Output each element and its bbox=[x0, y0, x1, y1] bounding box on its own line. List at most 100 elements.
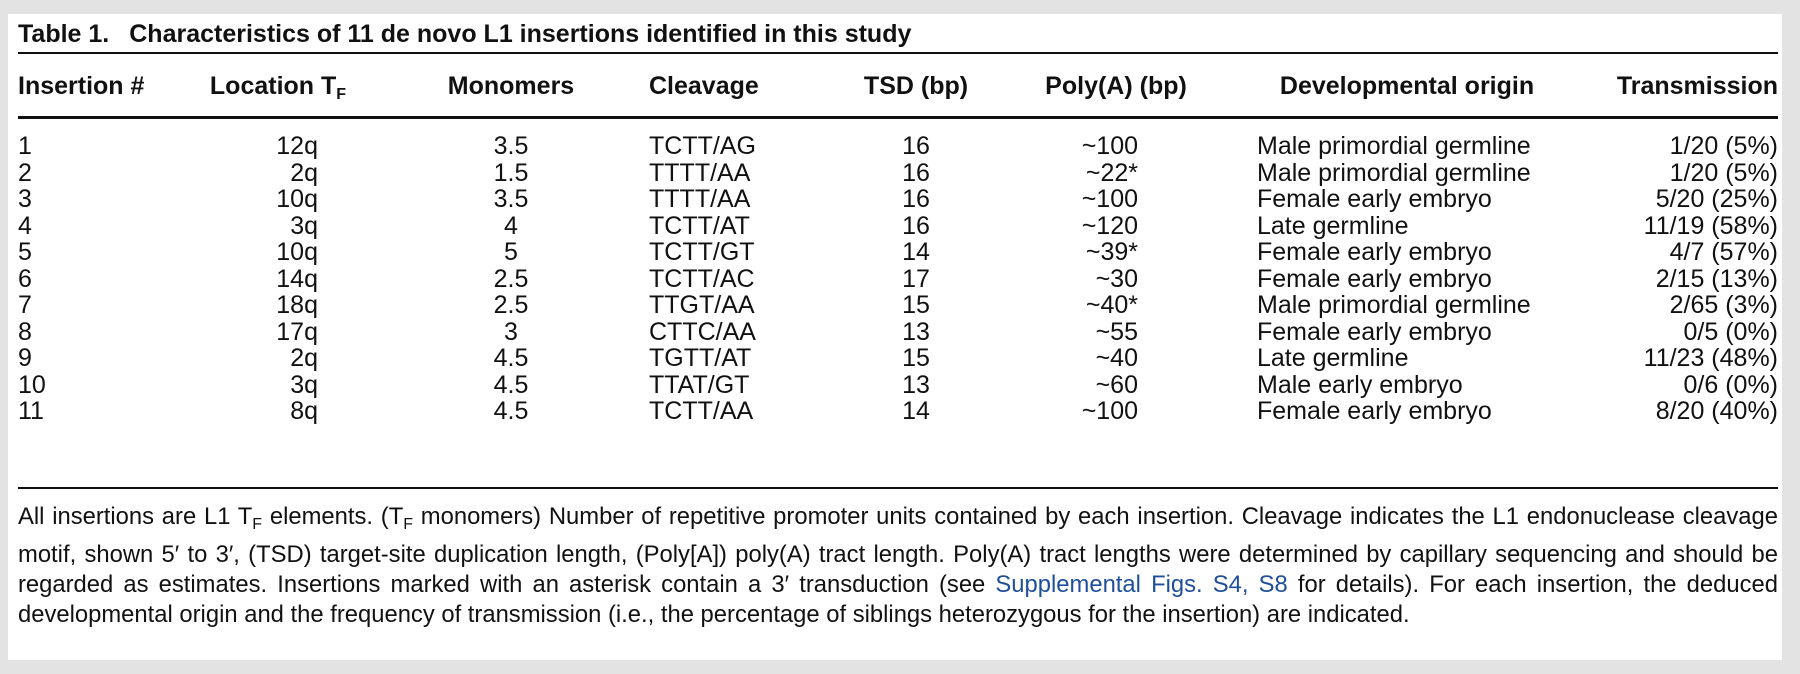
cell-location: 8q bbox=[290, 397, 318, 425]
cell-transmission: 11/19 (58%) bbox=[1643, 211, 1778, 240]
cell-tsd: 16 bbox=[902, 132, 930, 160]
cell-transmission: 0/5 (0%) bbox=[1683, 317, 1778, 346]
cell-cleavage: TTTT/AA bbox=[649, 158, 751, 187]
cell-monomers: 4.5 bbox=[493, 397, 529, 425]
cell-location: 3q bbox=[290, 211, 318, 240]
cell-insertion: 10 bbox=[18, 370, 46, 399]
cell-location: 10q bbox=[276, 238, 318, 266]
cell-origin: Female early embryo bbox=[1257, 264, 1492, 293]
cell-monomers: 1.5 bbox=[493, 158, 529, 187]
cell-insertion: 11 bbox=[18, 397, 44, 425]
cell-insertion: 2 bbox=[18, 158, 32, 187]
cell-cleavage: TTGT/AA bbox=[649, 291, 755, 319]
cell-monomers: 4.5 bbox=[493, 370, 529, 399]
cell-polya: ~40* bbox=[1085, 291, 1138, 319]
cell-origin: Male primordial germline bbox=[1257, 158, 1531, 187]
cell-insertion: 1 bbox=[18, 132, 32, 160]
cell-monomers: 4.5 bbox=[493, 344, 529, 372]
cell-cleavage: TCTT/AT bbox=[649, 211, 750, 240]
cell-cleavage: TGTT/AT bbox=[649, 344, 752, 372]
cell-tsd: 16 bbox=[902, 158, 930, 187]
table-panel: Table 1. Characteristics of 11 de novo L1… bbox=[8, 14, 1782, 660]
footnote-subscript-1: F bbox=[252, 516, 263, 533]
cell-tsd: 14 bbox=[902, 238, 930, 266]
cell-cleavage: TCTT/GT bbox=[649, 238, 755, 266]
cell-transmission: 4/7 (57%) bbox=[1669, 238, 1778, 266]
cell-cleavage: TCTT/AC bbox=[649, 264, 755, 293]
header-monomers: Monomers bbox=[447, 72, 575, 100]
cell-cleavage: TTAT/GT bbox=[649, 370, 750, 399]
cell-cleavage: TCTT/AG bbox=[649, 132, 756, 160]
footnote-text-1: All insertions are L1 T bbox=[18, 503, 253, 530]
cell-transmission: 5/20 (25%) bbox=[1655, 185, 1778, 213]
cell-origin: Female early embryo bbox=[1257, 397, 1492, 425]
header-location-label: Location T bbox=[209, 72, 337, 100]
cell-insertion: 9 bbox=[18, 344, 32, 372]
table-number: Table 1. bbox=[18, 20, 110, 48]
cell-polya: ~100 bbox=[1081, 397, 1138, 425]
header-rule bbox=[18, 116, 1778, 119]
header-tsd: TSD (bp) bbox=[863, 72, 969, 100]
cell-tsd: 15 bbox=[902, 291, 930, 319]
cell-polya: ~100 bbox=[1081, 185, 1138, 213]
cell-location: 18q bbox=[276, 291, 318, 319]
cell-transmission: 2/65 (3%) bbox=[1669, 291, 1778, 319]
cell-transmission: 11/23 (48%) bbox=[1643, 344, 1778, 372]
cell-origin: Female early embryo bbox=[1257, 317, 1492, 346]
cell-polya: ~40 bbox=[1095, 344, 1138, 372]
cell-location: 14q bbox=[276, 264, 318, 293]
cell-origin: Female early embryo bbox=[1257, 185, 1492, 213]
cell-polya: ~55 bbox=[1095, 317, 1138, 346]
cell-tsd: 16 bbox=[902, 185, 930, 213]
table-title: Characteristics of 11 de novo L1 inserti… bbox=[129, 20, 912, 48]
cell-transmission: 8/20 (40%) bbox=[1655, 397, 1778, 425]
cell-monomers: 5 bbox=[504, 238, 518, 266]
header-insertion: Insertion # bbox=[18, 72, 145, 100]
cell-cleavage: CTTC/AA bbox=[649, 317, 756, 346]
cell-polya: ~60 bbox=[1095, 370, 1138, 399]
cell-polya: ~30 bbox=[1095, 264, 1138, 293]
table-footnote: All insertions are L1 TF elements. (TF m… bbox=[18, 502, 1778, 630]
cell-polya: ~39* bbox=[1085, 238, 1138, 266]
cell-insertion: 3 bbox=[18, 185, 32, 213]
cell-monomers: 3.5 bbox=[493, 132, 529, 160]
cell-insertion: 6 bbox=[18, 264, 32, 293]
cell-insertion: 5 bbox=[18, 238, 32, 266]
cell-location: 3q bbox=[290, 370, 318, 399]
cell-monomers: 3 bbox=[504, 317, 518, 346]
cell-origin: Male primordial germline bbox=[1257, 291, 1531, 319]
footnote-text-4: for details). For each insertion, the de… bbox=[18, 571, 1778, 628]
cell-monomers: 4 bbox=[504, 211, 518, 240]
header-transmission: Transmission bbox=[1616, 72, 1778, 100]
footnote-text-2: elements. (T bbox=[262, 503, 404, 530]
cell-tsd: 17 bbox=[902, 264, 930, 293]
supplemental-figs-link[interactable]: Supplemental Figs. S4, S8 bbox=[995, 571, 1288, 598]
table-caption: Table 1. Characteristics of 11 de novo L1… bbox=[18, 14, 1778, 54]
cell-monomers: 2.5 bbox=[493, 291, 529, 319]
cell-location: 12q bbox=[276, 132, 318, 160]
header-cleavage: Cleavage bbox=[649, 72, 759, 100]
cell-location: 2q bbox=[290, 158, 318, 187]
cell-monomers: 2.5 bbox=[493, 264, 529, 293]
cell-origin: Male primordial germline bbox=[1257, 132, 1531, 160]
cell-location: 10q bbox=[276, 185, 318, 213]
cell-cleavage: TCTT/AA bbox=[649, 397, 754, 425]
cell-transmission: 0/6 (0%) bbox=[1683, 370, 1778, 399]
header-origin: Developmental origin bbox=[1279, 72, 1535, 100]
cell-tsd: 13 bbox=[902, 317, 930, 346]
cell-cleavage: TTTT/AA bbox=[649, 185, 751, 213]
header-location-subscript: F bbox=[336, 86, 347, 103]
top-rule bbox=[18, 52, 1778, 54]
footnote-subscript-2: F bbox=[403, 516, 414, 533]
cell-tsd: 15 bbox=[902, 344, 930, 372]
cell-origin: Female early embryo bbox=[1257, 238, 1492, 266]
cell-tsd: 16 bbox=[902, 211, 930, 240]
cell-transmission: 2/15 (13%) bbox=[1655, 264, 1778, 293]
cell-polya: ~120 bbox=[1081, 211, 1138, 240]
cell-origin: Male early embryo bbox=[1257, 370, 1463, 399]
cell-polya: ~100 bbox=[1081, 132, 1138, 160]
cell-insertion: 8 bbox=[18, 317, 32, 346]
cell-transmission: 1/20 (5%) bbox=[1669, 132, 1778, 160]
cell-location: 17q bbox=[276, 317, 318, 346]
cell-insertion: 7 bbox=[18, 291, 32, 319]
